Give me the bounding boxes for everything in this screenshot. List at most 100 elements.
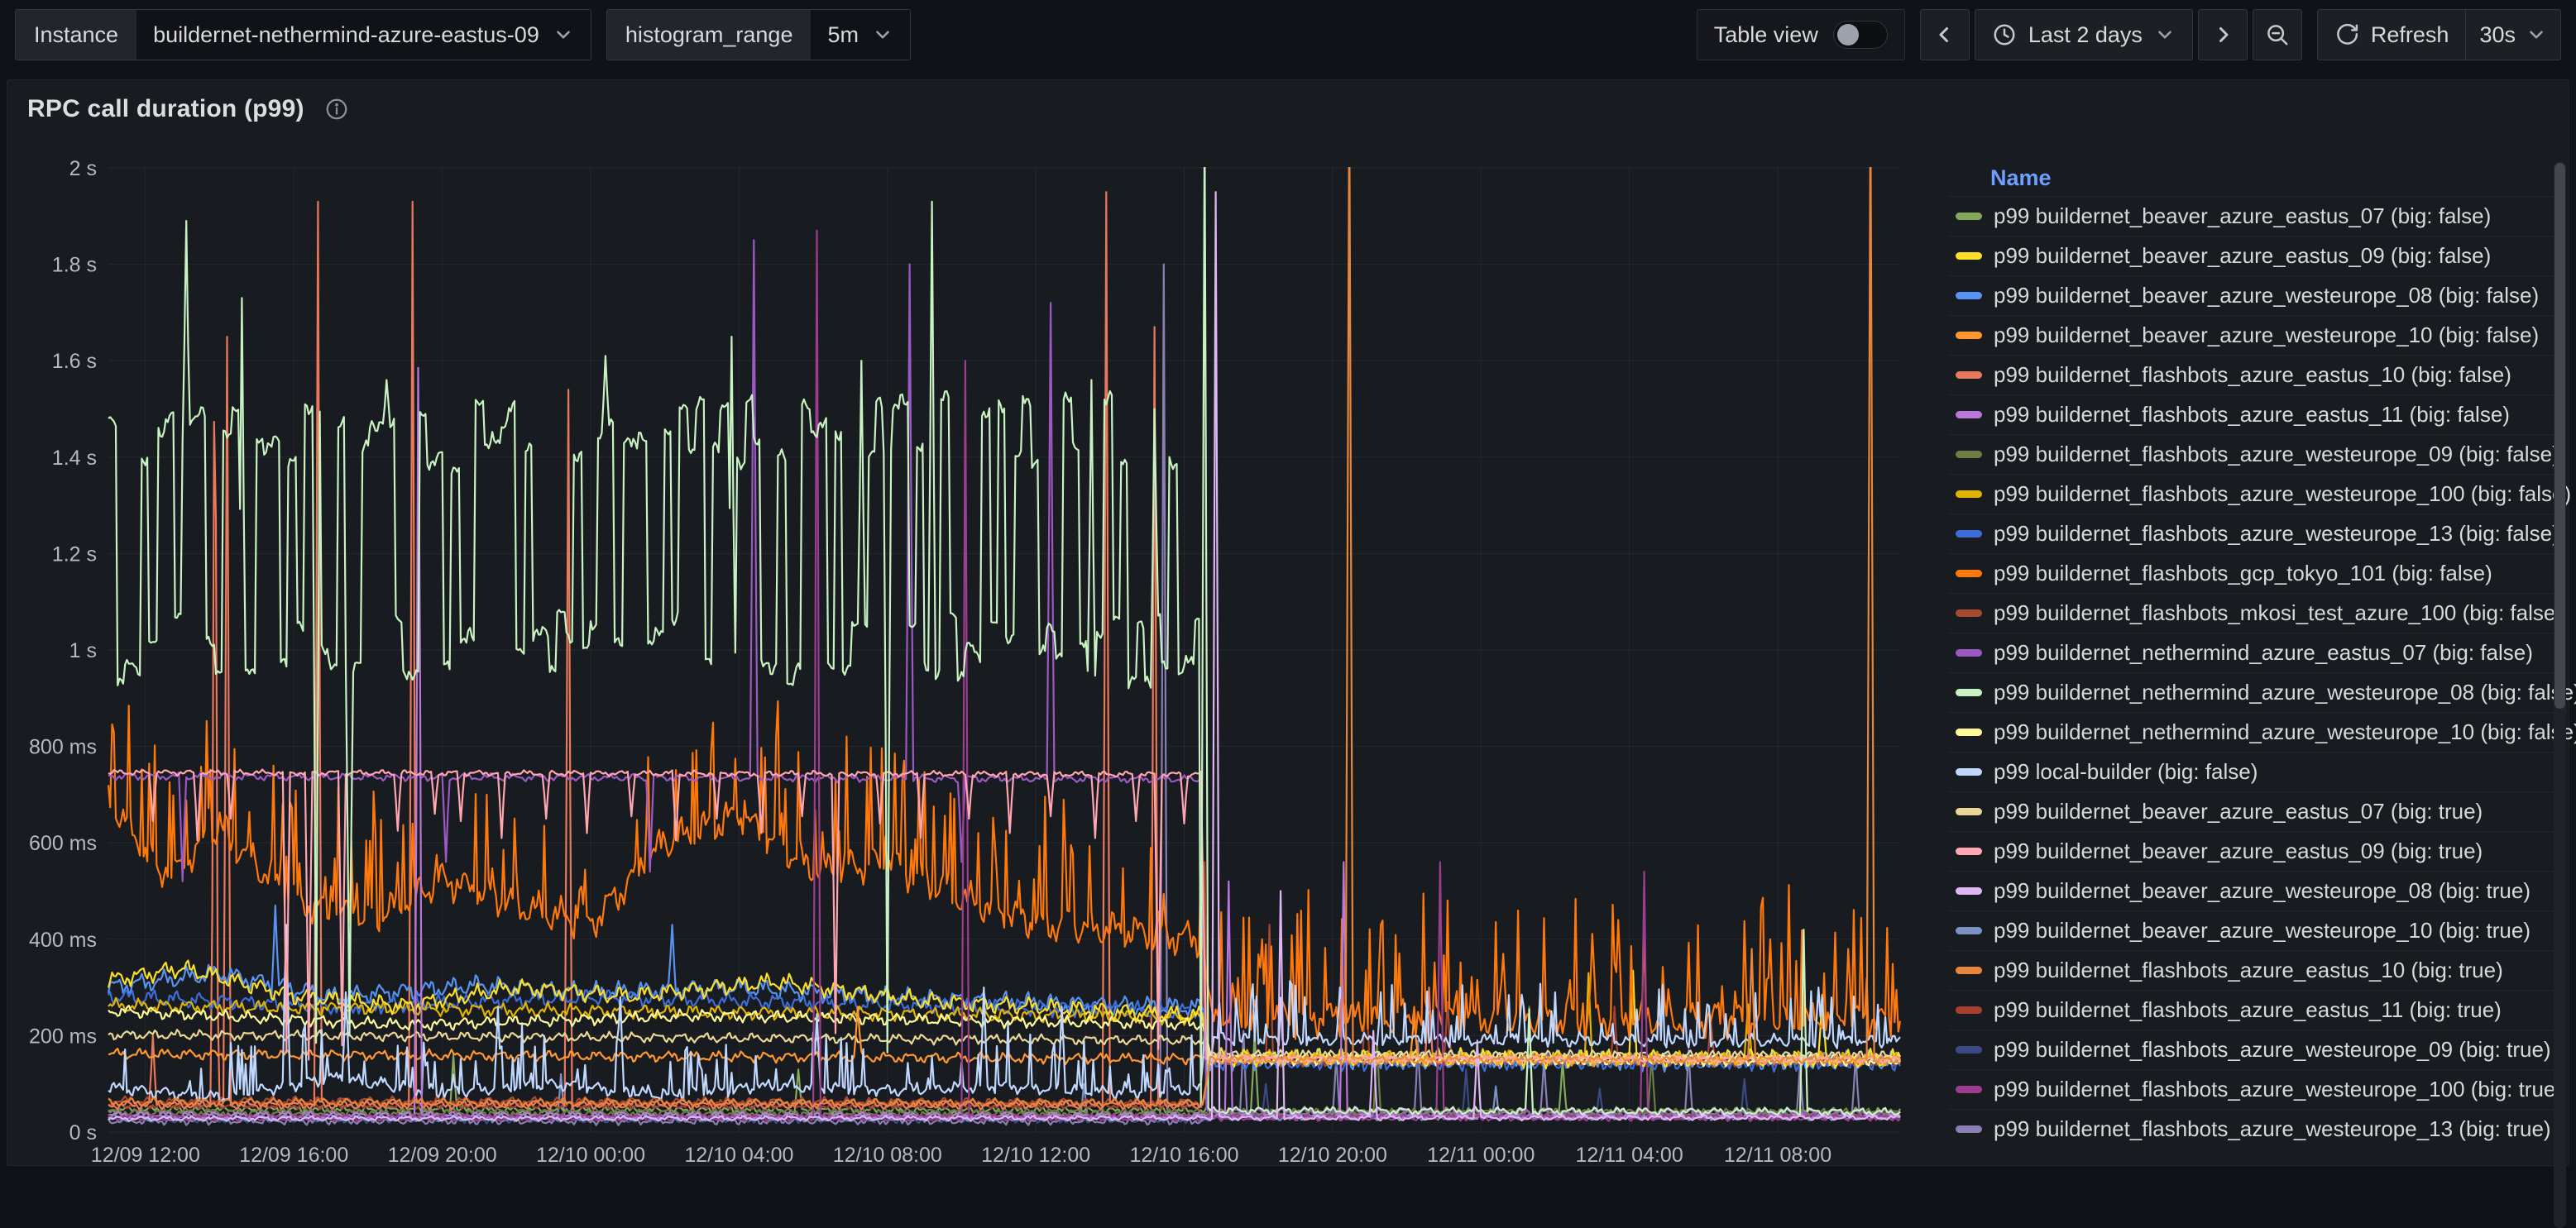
y-axis-tick-label: 1.8 s [52, 254, 97, 277]
legend-series-label: p99 buildernet_beaver_azure_westeurope_0… [1994, 878, 2531, 904]
legend-row[interactable]: p99 local-builder (big: false) [1949, 752, 2554, 791]
legend-row[interactable]: p99 buildernet_beaver_azure_eastus_09 (b… [1949, 831, 2554, 871]
legend-series-label: p99 buildernet_flashbots_azure_eastus_11… [1994, 997, 2502, 1023]
series-color-swatch [1956, 808, 1982, 815]
refresh-icon [2334, 22, 2359, 47]
series-color-swatch [1956, 1086, 1982, 1093]
refresh-label: Refresh [2371, 22, 2449, 48]
legend-row[interactable]: p99 buildernet_flashbots_azure_westeurop… [1949, 434, 2554, 474]
legend-row[interactable]: p99 buildernet_flashbots_azure_eastus_11… [1949, 990, 2554, 1030]
rpc-duration-panel: RPC call duration (p99) 0 s200 ms400 ms6… [7, 79, 2569, 1166]
legend-series-label: p99 buildernet_flashbots_azure_westeurop… [1994, 521, 2559, 547]
time-picker-group: Last 2 days [1920, 9, 2302, 60]
series-color-swatch [1956, 213, 1982, 220]
series-color-swatch [1956, 649, 1982, 657]
series-color-swatch [1956, 1046, 1982, 1054]
table-view-toggle[interactable] [1833, 21, 1888, 49]
y-axis-tick-label: 400 ms [29, 929, 97, 952]
chevron-down-icon [872, 24, 893, 45]
refresh-interval-dropdown[interactable]: 30s [2465, 10, 2560, 60]
legend-row[interactable]: p99 buildernet_beaver_azure_westeurope_1… [1949, 910, 2554, 950]
legend-row[interactable]: p99 buildernet_flashbots_azure_eastus_10… [1949, 355, 2554, 394]
x-axis-tick-label: 12/10 08:00 [833, 1144, 942, 1165]
time-range-picker-button[interactable]: Last 2 days [1975, 9, 2193, 60]
series-color-swatch [1956, 332, 1982, 339]
chevron-down-icon [2154, 24, 2176, 45]
legend-row[interactable]: p99 buildernet_flashbots_azure_westeurop… [1949, 1069, 2554, 1109]
time-shift-back-button[interactable] [1920, 9, 1970, 60]
time-shift-forward-button[interactable] [2198, 9, 2248, 60]
series-color-swatch [1956, 848, 1982, 855]
legend-row[interactable]: p99 buildernet_beaver_azure_eastus_07 (b… [1949, 196, 2554, 236]
legend-series-label: p99 buildernet_flashbots_azure_eastus_11… [1994, 402, 2510, 428]
x-axis-tick-label: 12/10 16:00 [1129, 1144, 1238, 1165]
legend-row[interactable]: p99 buildernet_flashbots_azure_westeurop… [1949, 1109, 2554, 1149]
series-color-swatch [1956, 1006, 1982, 1014]
legend-scrollbar-thumb[interactable] [2554, 163, 2565, 709]
instance-variable-label: Instance [16, 10, 136, 60]
legend-name-header[interactable]: Name [1949, 160, 2554, 196]
chevron-down-icon [2526, 24, 2547, 45]
chart-series [108, 96, 1900, 1125]
time-range-label: Last 2 days [2028, 22, 2143, 48]
x-axis-tick-label: 12/10 12:00 [981, 1144, 1090, 1165]
chevron-left-icon [1932, 22, 1957, 47]
y-axis-tick-label: 800 ms [29, 736, 97, 759]
legend-series-label: p99 buildernet_flashbots_azure_eastus_10… [1994, 362, 2511, 388]
legend-row[interactable]: p99 buildernet_flashbots_mkosi_test_azur… [1949, 593, 2554, 633]
legend-row[interactable]: p99 buildernet_flashbots_azure_westeurop… [1949, 514, 2554, 553]
legend-series-label: p99 buildernet_flashbots_azure_westeurop… [1994, 442, 2559, 467]
series-color-swatch [1956, 490, 1982, 498]
legend-row[interactable]: p99 buildernet_flashbots_azure_eastus_10… [1949, 950, 2554, 990]
legend-row[interactable]: p99 buildernet_beaver_azure_eastus_09 (b… [1949, 236, 2554, 275]
legend-row[interactable]: p99 buildernet_flashbots_azure_westeurop… [1949, 474, 2554, 514]
table-view-control: Table view [1697, 9, 1905, 60]
legend-series-label: p99 buildernet_flashbots_azure_westeurop… [1994, 1077, 2563, 1102]
y-axis-tick-label: 2 s [69, 157, 97, 180]
series-color-swatch [1956, 729, 1982, 736]
histogram-range-dropdown[interactable]: 5m [811, 10, 910, 60]
instance-variable-value: buildernet-nethermind-azure-eastus-09 [153, 22, 539, 48]
y-axis-tick-label: 1.6 s [52, 350, 97, 373]
histogram-range-variable-control: histogram_range 5m [606, 9, 911, 60]
legend-series-label: p99 buildernet_flashbots_azure_westeurop… [1994, 481, 2571, 507]
legend-row[interactable]: p99 buildernet_flashbots_gcp_tokyo_101 (… [1949, 553, 2554, 593]
legend-row[interactable]: p99 buildernet_nethermind_azure_westeuro… [1949, 712, 2554, 752]
legend-row[interactable]: p99 buildernet_nethermind_azure_eastus_0… [1949, 633, 2554, 672]
legend-row[interactable]: p99 buildernet_beaver_azure_eastus_07 (b… [1949, 791, 2554, 831]
legend-series-label: p99 buildernet_nethermind_azure_eastus_0… [1994, 640, 2533, 666]
legend-row[interactable]: p99 buildernet_flashbots_azure_eastus_11… [1949, 394, 2554, 434]
legend-series-label: p99 buildernet_nethermind_azure_westeuro… [1994, 719, 2576, 745]
legend-series-label: p99 buildernet_flashbots_azure_westeurop… [1994, 1037, 2551, 1063]
legend-row[interactable]: p99 buildernet_nethermind_azure_westeuro… [1949, 672, 2554, 712]
series-color-swatch [1956, 371, 1982, 379]
series-color-swatch [1956, 411, 1982, 418]
legend-row[interactable]: p99 buildernet_beaver_azure_westeurope_0… [1949, 275, 2554, 315]
series-color-swatch [1956, 292, 1982, 299]
legend-series-label: p99 buildernet_beaver_azure_eastus_09 (b… [1994, 839, 2483, 864]
clock-icon [1992, 22, 2017, 47]
y-axis-tick-label: 200 ms [29, 1025, 97, 1048]
dashboard-toolbar: Instance buildernet-nethermind-azure-eas… [0, 0, 2576, 69]
y-axis-tick-label: 1 s [69, 639, 97, 662]
time-series-chart[interactable]: 0 s200 ms400 ms600 ms800 ms1 s1.2 s1.4 s… [7, 80, 1943, 1165]
series-color-swatch [1956, 927, 1982, 934]
refresh-interval-value: 30s [2479, 22, 2516, 48]
series-color-swatch [1956, 887, 1982, 895]
x-axis-tick-label: 12/09 16:00 [239, 1144, 348, 1165]
legend-series-label: p99 buildernet_beaver_azure_westeurope_0… [1994, 283, 2539, 308]
y-axis-tick-label: 1.4 s [52, 447, 97, 470]
series-color-swatch [1956, 689, 1982, 696]
x-axis-tick-label: 12/10 00:00 [536, 1144, 645, 1165]
zoom-out-time-button[interactable] [2253, 9, 2302, 60]
refresh-button[interactable]: Refresh [2318, 10, 2466, 60]
legend-row[interactable]: p99 buildernet_beaver_azure_westeurope_0… [1949, 871, 2554, 910]
instance-variable-dropdown[interactable]: buildernet-nethermind-azure-eastus-09 [136, 10, 591, 60]
legend-series-label: p99 buildernet_beaver_azure_eastus_09 (b… [1994, 243, 2491, 269]
legend-row[interactable]: p99 buildernet_flashbots_azure_westeurop… [1949, 1030, 2554, 1069]
legend-row[interactable]: p99 buildernet_beaver_azure_westeurope_1… [1949, 315, 2554, 355]
table-view-label: Table view [1714, 22, 1818, 48]
legend-scrollbar-track[interactable] [2554, 161, 2566, 1228]
instance-variable-control: Instance buildernet-nethermind-azure-eas… [15, 9, 591, 60]
legend-series-label: p99 buildernet_flashbots_azure_eastus_10… [1994, 958, 2503, 983]
